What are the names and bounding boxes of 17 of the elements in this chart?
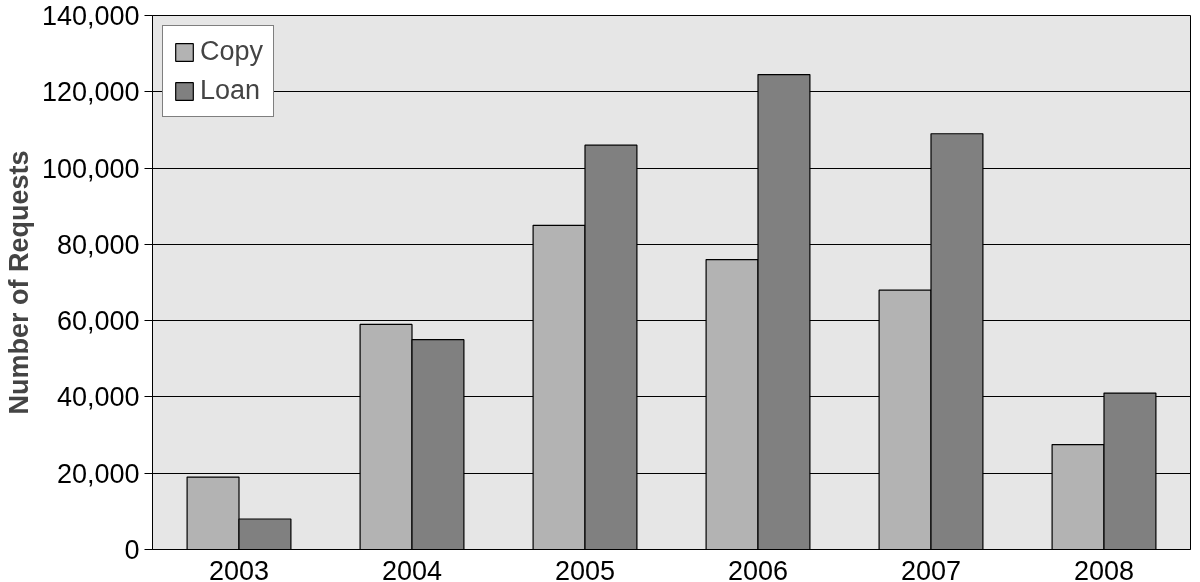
x-tick-label: 2006: [727, 555, 789, 582]
y-tick-label: 40,000: [56, 382, 140, 413]
legend-label: Loan: [200, 75, 261, 106]
y-tick-label: 0: [124, 535, 140, 565]
y-tick-label: 60,000: [56, 306, 140, 337]
legend-label: Copy: [200, 36, 264, 67]
y-tick-label: 140,000: [41, 1, 140, 31]
y-tick-label: 100,000: [41, 153, 140, 184]
x-tick-label: 2007: [900, 555, 962, 582]
y-axis-title: Number of Requests: [3, 150, 34, 415]
y-tick-label: 120,000: [41, 77, 140, 108]
x-tick-label: 2005: [554, 555, 616, 582]
y-tick-label: 80,000: [56, 229, 140, 260]
x-tick-label: 2004: [381, 555, 443, 582]
y-tick-label: 20,000: [56, 458, 140, 489]
x-tick-label: 2008: [1073, 555, 1135, 582]
x-tick-label: 2003: [208, 555, 270, 582]
